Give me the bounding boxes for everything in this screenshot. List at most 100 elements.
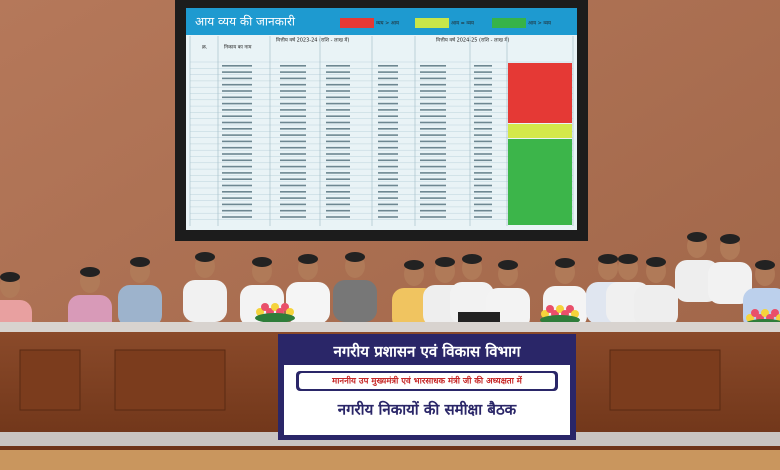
cell-text xyxy=(326,165,350,168)
legend-label: व्यय > आय xyxy=(376,21,399,27)
cell-text xyxy=(222,165,252,168)
cell-text xyxy=(222,102,252,105)
cell-text xyxy=(280,109,306,111)
cell-text xyxy=(420,159,446,162)
cell-text xyxy=(378,191,398,193)
cell-text xyxy=(474,216,492,218)
cell-text xyxy=(474,83,492,86)
cell-text xyxy=(378,216,398,218)
cell-text xyxy=(280,153,306,155)
cell-text xyxy=(420,71,446,73)
cell-text xyxy=(420,77,446,80)
table-header: वित्तीय वर्ष 2023-24 (राशि - लाख में) xyxy=(276,37,349,44)
cell-text xyxy=(326,178,350,180)
cell-text xyxy=(222,109,252,111)
cell-text xyxy=(326,172,350,174)
cell-text xyxy=(420,128,446,130)
cell-text xyxy=(222,65,252,67)
cell-text xyxy=(326,96,350,99)
person-hair xyxy=(195,252,215,262)
cell-text xyxy=(280,77,306,80)
cell-text xyxy=(326,121,350,124)
cell-text xyxy=(420,109,446,111)
cell-text xyxy=(222,184,252,187)
cell-text xyxy=(326,146,350,149)
cell-text xyxy=(420,209,446,212)
cell-text xyxy=(326,115,350,117)
cell-text xyxy=(280,197,306,199)
cell-text xyxy=(420,140,446,143)
cell-text xyxy=(474,134,492,136)
cell-text xyxy=(326,102,350,105)
cell-text xyxy=(280,203,306,206)
cell-text xyxy=(420,165,446,168)
cell-text xyxy=(420,90,446,92)
legend-label: आय = व्यय xyxy=(451,21,474,27)
cell-text xyxy=(222,178,252,180)
cell-text xyxy=(222,83,252,86)
person-hair xyxy=(598,254,618,264)
cell-text xyxy=(420,83,446,86)
cell-text xyxy=(474,65,492,67)
cell-text xyxy=(378,77,398,80)
cell-text xyxy=(280,128,306,130)
cell-text xyxy=(222,90,252,92)
cell-text xyxy=(420,115,446,117)
cell-text xyxy=(280,172,306,174)
table-header: निकाय का नाम xyxy=(224,44,252,51)
laptop xyxy=(458,312,500,324)
cell-text xyxy=(378,165,398,168)
person-body xyxy=(118,285,162,327)
cell-text xyxy=(280,121,306,124)
banner-subtitle-inner xyxy=(299,373,555,389)
flower xyxy=(261,303,269,311)
cell-text xyxy=(378,65,398,67)
cell-text xyxy=(474,115,492,117)
person-hair xyxy=(80,267,100,277)
desk-top xyxy=(0,322,780,332)
cell-text xyxy=(420,102,446,105)
cell-text xyxy=(420,178,446,180)
cell-text xyxy=(378,209,398,212)
cell-text xyxy=(222,128,252,130)
cell-text xyxy=(420,197,446,199)
cell-text xyxy=(326,203,350,206)
flower xyxy=(746,314,754,322)
cell-text xyxy=(378,153,398,155)
cell-red xyxy=(508,63,572,123)
cell-text xyxy=(474,96,492,99)
cell-text xyxy=(280,140,306,143)
flower xyxy=(281,303,289,311)
cell-text xyxy=(378,134,398,136)
cell-text xyxy=(326,140,350,143)
flower xyxy=(271,303,279,311)
cell-text xyxy=(474,128,492,130)
flower xyxy=(776,314,780,322)
cell-text xyxy=(474,191,492,193)
cell-text xyxy=(326,209,350,212)
cell-text xyxy=(420,134,446,136)
cell-text xyxy=(326,216,350,218)
cell-text xyxy=(474,146,492,149)
cell-text xyxy=(222,115,252,117)
cell-text xyxy=(378,184,398,187)
flower xyxy=(256,308,264,316)
cell-text xyxy=(222,146,252,149)
cell-text xyxy=(326,90,350,92)
cell-text xyxy=(420,191,446,193)
cell-text xyxy=(222,77,252,80)
person-body xyxy=(708,262,752,304)
cell-text xyxy=(474,178,492,180)
cell-text xyxy=(420,121,446,124)
cell-text xyxy=(280,209,306,212)
person-hair xyxy=(298,254,318,264)
cell-text xyxy=(326,109,350,111)
person-body xyxy=(634,285,678,327)
cell-text xyxy=(420,172,446,174)
cell-text xyxy=(474,172,492,174)
cell-text xyxy=(280,90,306,92)
cell-text xyxy=(474,109,492,111)
cell-text xyxy=(474,184,492,187)
banner-subtitle: माननीय उप मुख्यमंत्री एवं भारसाधक मंत्री… xyxy=(331,376,523,387)
flower xyxy=(571,310,579,318)
